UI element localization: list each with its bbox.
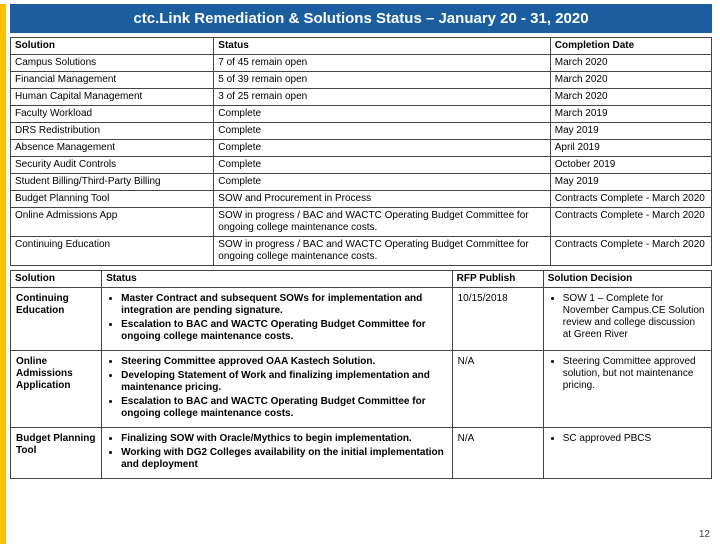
col-header: Completion Date: [550, 38, 711, 55]
table-row: Faculty WorkloadCompleteMarch 2019: [11, 106, 712, 123]
table-row: Budget Planning ToolSOW and Procurement …: [11, 191, 712, 208]
col-header: Solution: [11, 38, 214, 55]
table-row: Security Audit ControlsCompleteOctober 2…: [11, 157, 712, 174]
table-row: Budget Planning ToolFinalizing SOW with …: [11, 428, 712, 479]
accent-bar: [0, 4, 6, 544]
table-row: Student Billing/Third-Party BillingCompl…: [11, 174, 712, 191]
table-row: Online Admissions ApplicationSteering Co…: [11, 351, 712, 428]
page-number: 12: [699, 529, 710, 540]
col-header: Status: [102, 271, 453, 288]
table-row: Online Admissions AppSOW in progress / B…: [11, 208, 712, 237]
col-header: Solution Decision: [543, 271, 711, 288]
col-header: RFP Publish: [452, 271, 543, 288]
table-row: Absence ManagementCompleteApril 2019: [11, 140, 712, 157]
table-row: Continuing EducationSOW in progress / BA…: [11, 237, 712, 266]
col-header: Solution: [11, 271, 102, 288]
detail-table: SolutionStatusRFP PublishSolution Decisi…: [10, 270, 712, 479]
table-row: Campus Solutions7 of 45 remain openMarch…: [11, 55, 712, 72]
col-header: Status: [214, 38, 550, 55]
table-row: Continuing EducationMaster Contract and …: [11, 288, 712, 351]
table-row: Human Capital Management3 of 25 remain o…: [11, 89, 712, 106]
table-row: DRS RedistributionCompleteMay 2019: [11, 123, 712, 140]
table-row: Financial Management5 of 39 remain openM…: [11, 72, 712, 89]
status-table: SolutionStatusCompletion DateCampus Solu…: [10, 37, 712, 266]
page-title: ctc.Link Remediation & Solutions Status …: [10, 4, 712, 33]
